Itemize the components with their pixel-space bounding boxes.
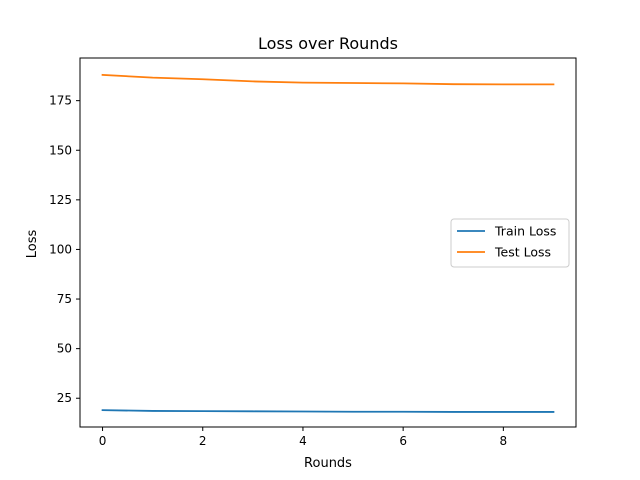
x-tick-label: 0 [99,434,107,448]
series-line-test-loss [101,73,555,86]
y-tick-label: 75 [57,292,72,306]
x-tick-label: 4 [299,434,307,448]
chart-title: Loss over Rounds [258,34,398,53]
legend: Train Loss Test Loss [450,218,570,268]
legend-label: Test Loss [494,245,551,260]
x-tick-label: 8 [500,434,508,448]
x-tick-label: 2 [199,434,207,448]
x-tick-label: 6 [399,434,407,448]
plot-area: 0 2 4 6 8 25 50 75 100 125 150 175 [49,57,577,448]
x-axis-label: Rounds [304,456,352,471]
y-axis-label: Loss [25,230,40,259]
y-tick-label: 25 [57,391,72,405]
y-tick-label: 125 [49,193,72,207]
y-tick-label: 150 [49,143,72,157]
series-line-train-loss [101,409,555,413]
y-tick-label: 50 [57,342,72,356]
y-tick-label: 100 [49,242,72,256]
y-tick-label: 175 [49,94,72,108]
legend-label: Train Loss [494,224,556,239]
plot-frame [79,57,577,428]
